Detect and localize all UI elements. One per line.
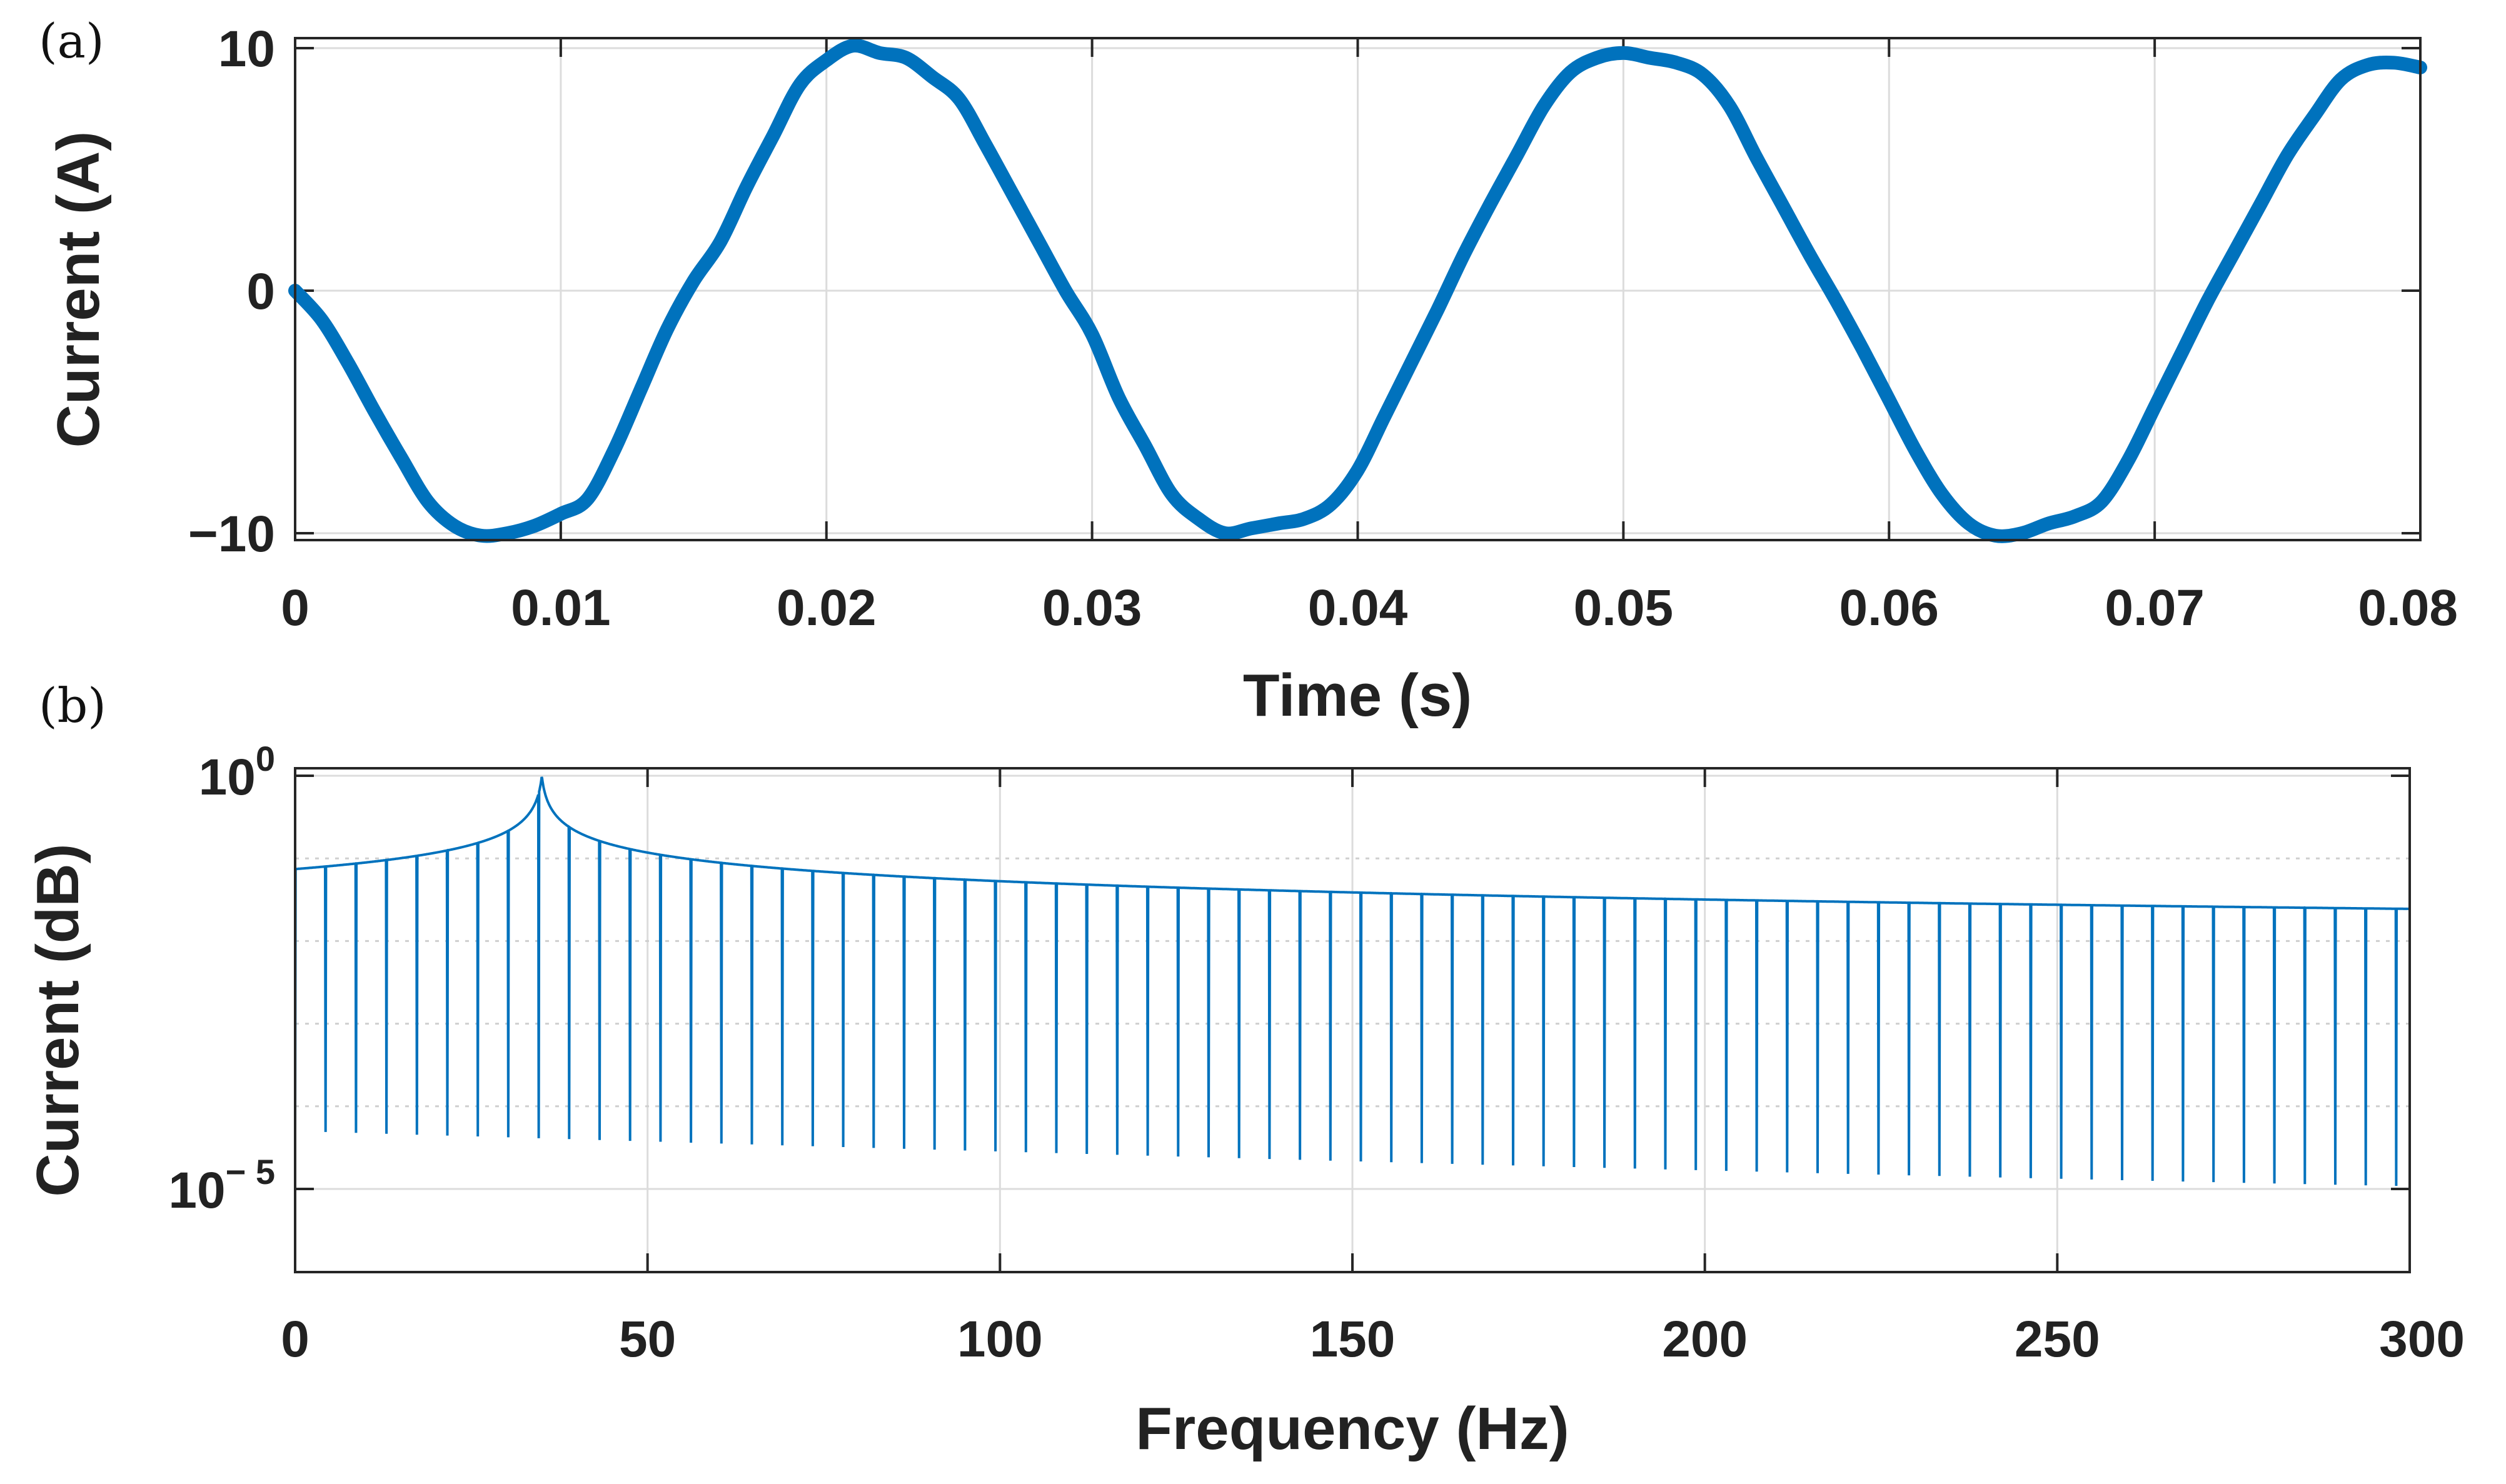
spectrum-line [295, 776, 2410, 1186]
plot-b-x-axis-label: Frequency (Hz) [1135, 1395, 1569, 1462]
panel-a-label: (a) [39, 13, 104, 69]
plot-a-y-axis-label: Current (A) [45, 131, 112, 448]
x-tick-label: 250 [2015, 1311, 2100, 1368]
x-tick-label: 0.02 [777, 579, 877, 636]
y-tick-label: 100 [199, 739, 275, 806]
plot-b-x-tick-labels: 0 50 100 150 200 250 300 [281, 1311, 2465, 1368]
y-tick-label: 10 [218, 21, 275, 78]
y-tick-label: 0 [246, 263, 275, 320]
x-tick-label: 0 [281, 1311, 309, 1368]
plot-a-frame [294, 37, 2422, 541]
y-tick-label: −10 [188, 506, 275, 563]
x-tick-label: 0.01 [511, 579, 611, 636]
x-tick-label: 100 [957, 1311, 1043, 1368]
x-tick-label: 200 [1662, 1311, 1748, 1368]
plot-a-y-tick-labels: 10 0 −10 [188, 21, 275, 563]
plot-b-y-axis-label: Current (dB) [24, 843, 91, 1196]
x-tick-label: 0.07 [2105, 579, 2205, 636]
x-tick-label: 0.08 [2358, 579, 2458, 636]
plot-b-frame [294, 767, 2411, 1273]
plot-a-x-axis-label: Time (s) [1243, 662, 1472, 729]
panel-b-label: (b) [39, 678, 106, 733]
spectrum-series [295, 776, 2410, 1186]
x-tick-label: 0.06 [1839, 579, 1939, 636]
x-tick-label: 50 [619, 1311, 676, 1368]
current-series-line [288, 38, 2427, 543]
plot-b-y-tick-labels: 100 10− 5 [168, 739, 275, 1219]
x-tick-label: 150 [1310, 1311, 1396, 1368]
plot-a-ticks [294, 38, 2422, 540]
x-tick-label: 0.04 [1308, 579, 1408, 636]
panel-a: (a) 0 0.01 0.02 0.03 0.04 0.05 0.06 0.07 0.08 10… [39, 13, 2458, 729]
plot-a-x-tick-labels: 0 0.01 0.02 0.03 0.04 0.05 0.06 0.07 0.08 [281, 579, 2458, 636]
x-tick-label: 0.05 [1574, 579, 1674, 636]
x-tick-label: 0.03 [1042, 579, 1142, 636]
panel-b: (b) 0 50 100 150 200 250 300 100 10− 5 Frequenc… [24, 678, 2465, 1462]
x-tick-label: 0 [281, 579, 309, 636]
x-tick-label: 300 [2379, 1311, 2465, 1368]
y-tick-label: 10− 5 [168, 1152, 275, 1219]
